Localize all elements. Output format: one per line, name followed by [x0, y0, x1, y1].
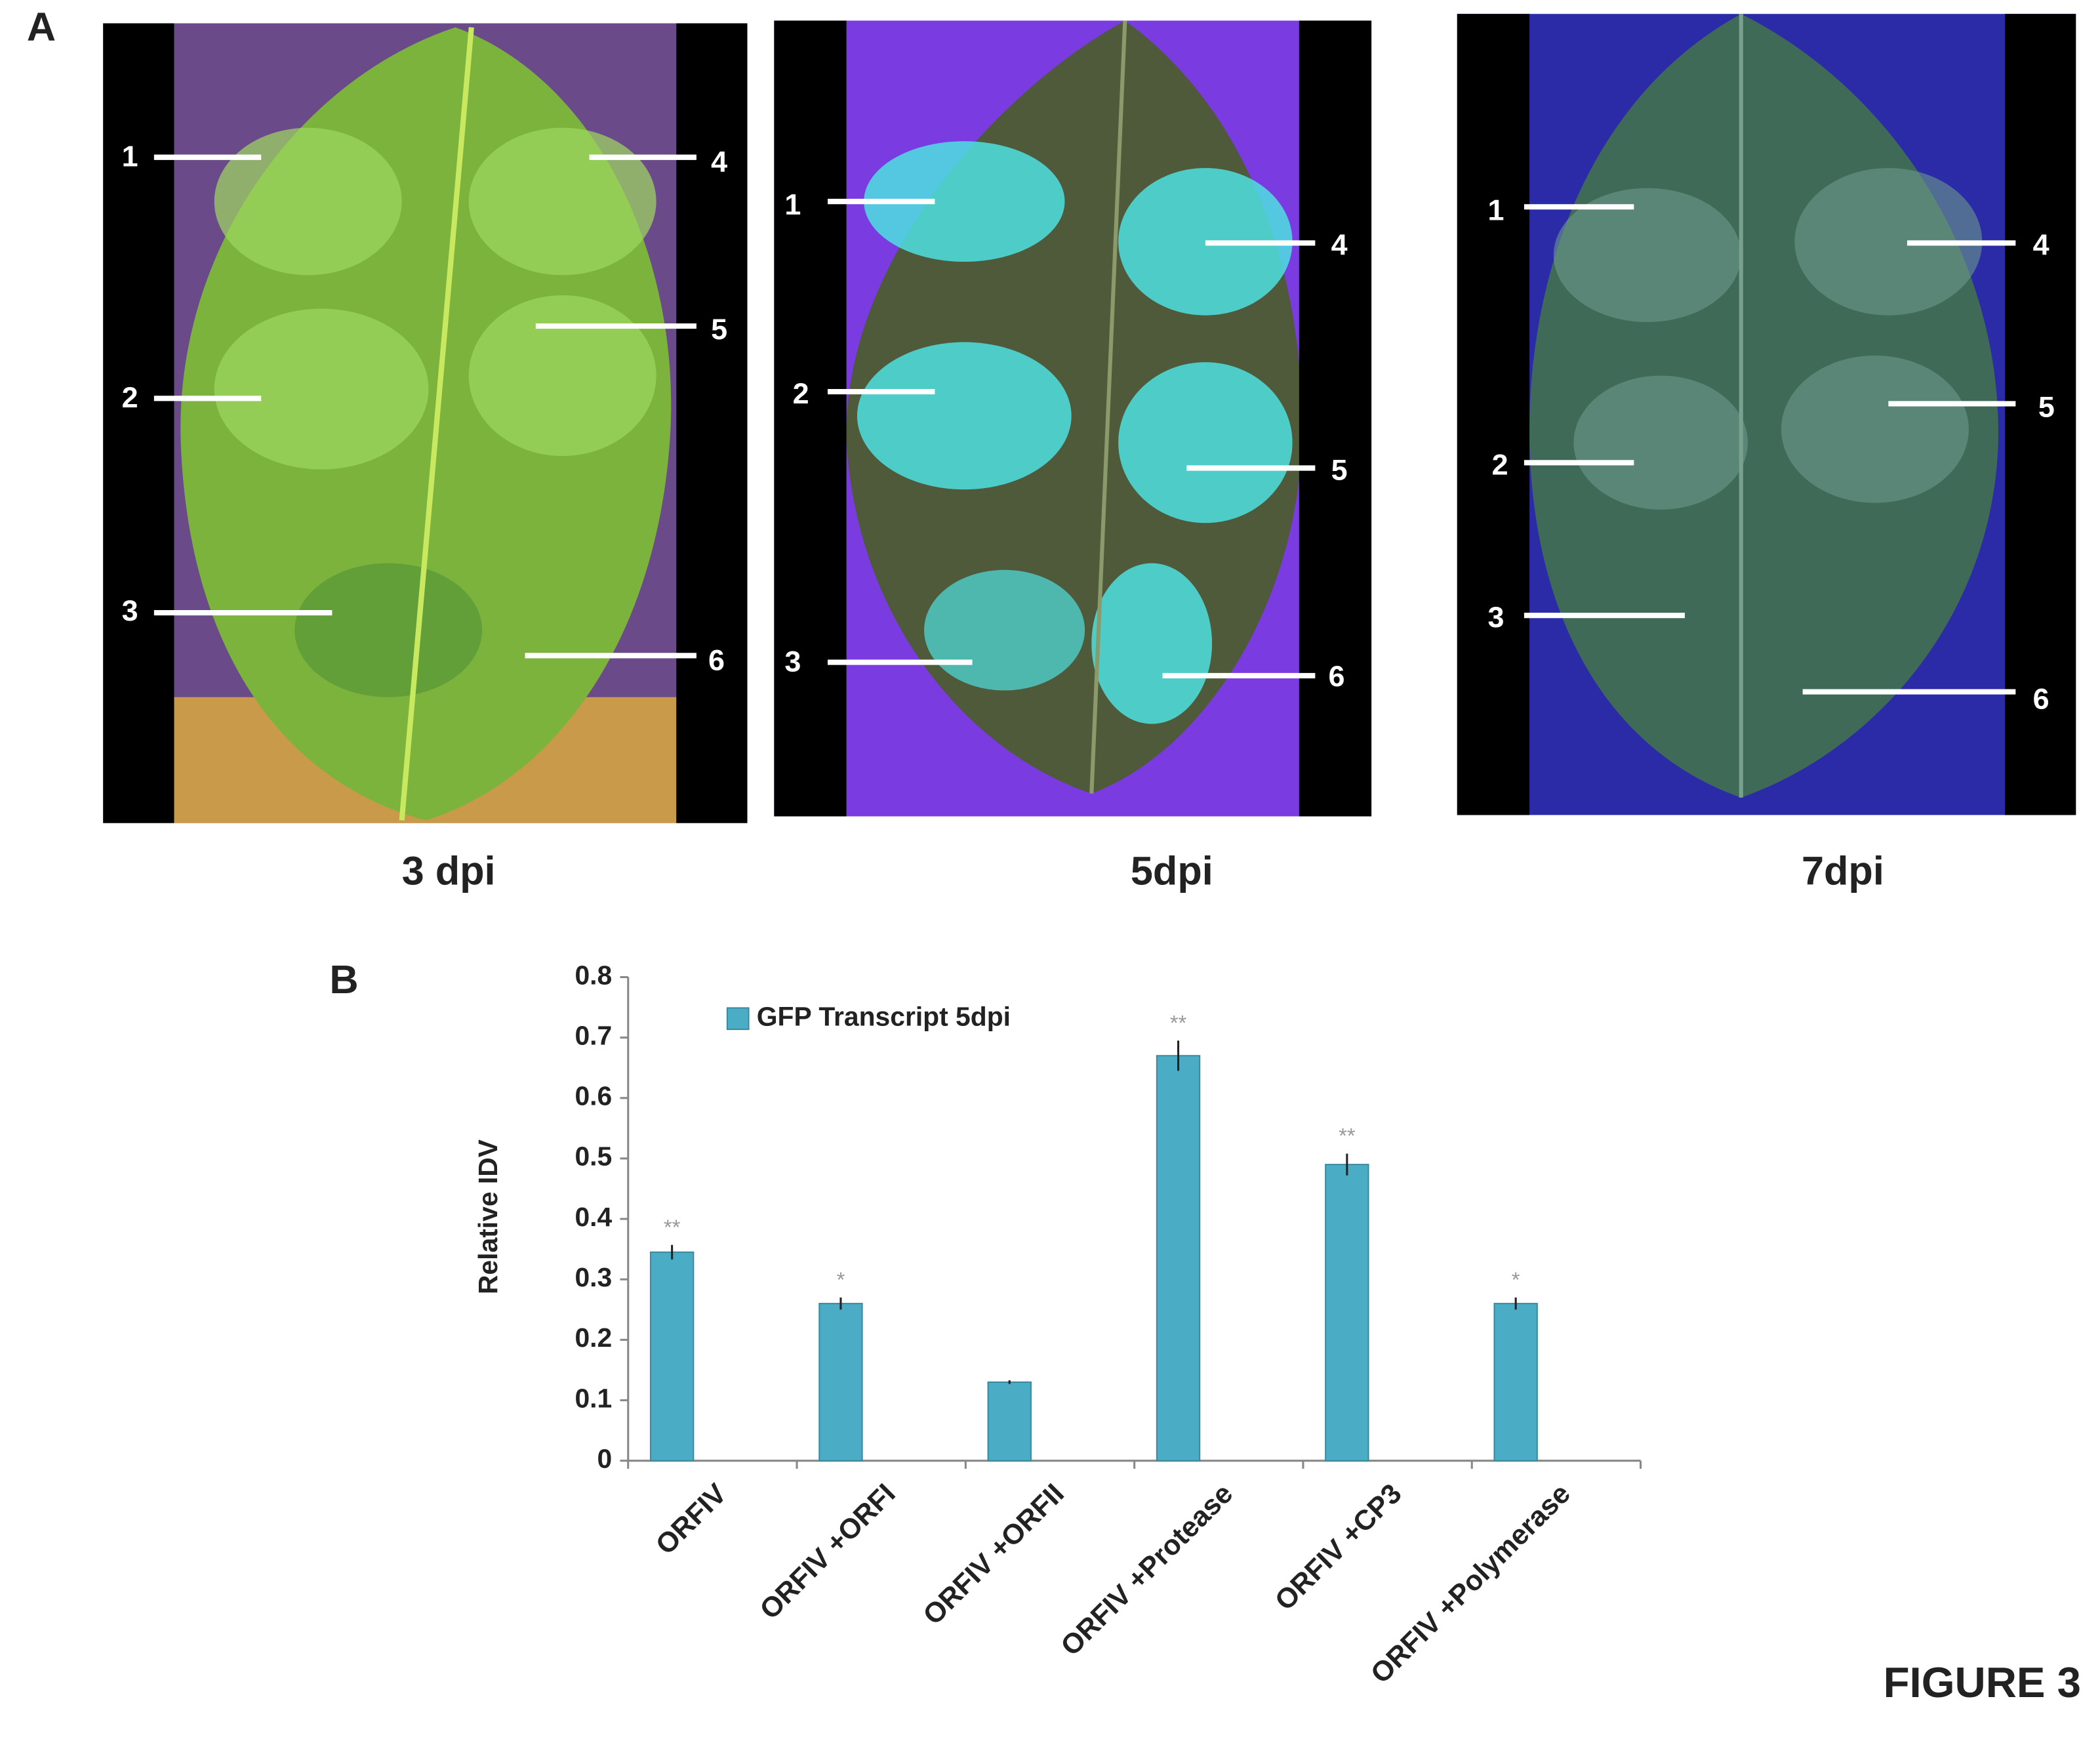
significance: * — [1512, 1267, 1520, 1292]
leaf-label: 3 — [1488, 600, 1504, 634]
leaf-label: 3 — [122, 594, 138, 627]
leaf-label: 3 — [784, 644, 801, 678]
y-tick-label: 0.5 — [575, 1141, 612, 1172]
x-tick-label: ORFIV — [650, 1477, 733, 1561]
leaf-label: 2 — [122, 380, 138, 414]
figure-label: FIGURE 3 — [1884, 1658, 2081, 1706]
photo-7dpi — [1457, 14, 2076, 815]
bar — [987, 1381, 1032, 1462]
y-tick-label: 0.6 — [575, 1081, 612, 1111]
leaf-label: 1 — [122, 140, 138, 173]
panel-caption: 3 dpi — [402, 848, 496, 893]
legend-label: GFP Transcript 5dpi — [757, 1002, 1011, 1032]
panel-label: A — [27, 5, 56, 49]
leaf-label: 5 — [1331, 453, 1348, 486]
bar — [818, 1303, 863, 1462]
bar — [1156, 1055, 1201, 1462]
leaf-label: 1 — [784, 188, 801, 221]
leaf-label: 2 — [1492, 447, 1508, 481]
leaf-label: 4 — [711, 145, 727, 178]
y-tick-label: 0.1 — [575, 1383, 612, 1413]
bar — [1325, 1164, 1369, 1462]
significance: ** — [1339, 1124, 1356, 1148]
y-tick-label: 0.8 — [575, 960, 612, 990]
y-tick-label: 0.2 — [575, 1323, 612, 1353]
panel-caption: 5dpi — [1131, 848, 1213, 893]
panel-label: B — [329, 957, 358, 1002]
y-tick-label: 0.4 — [575, 1202, 612, 1232]
bar — [649, 1251, 695, 1462]
leaf-label: 4 — [1331, 228, 1348, 261]
leaf-label: 6 — [2033, 682, 2050, 716]
legend-swatch — [726, 1007, 750, 1031]
leaf-label: 6 — [708, 643, 725, 676]
bar — [1493, 1303, 1538, 1462]
leaf-label: 5 — [2038, 390, 2055, 424]
x-tick-label: ORFIV +ORFII — [917, 1478, 1070, 1631]
leaf-label: 6 — [1329, 659, 1345, 693]
x-tick-label: ORFIV +Protease — [1055, 1478, 1239, 1662]
y-tick-label: 0.7 — [575, 1020, 612, 1050]
leaf-label: 1 — [1488, 193, 1504, 226]
x-tick-label: ORFIV +ORFI — [754, 1478, 901, 1626]
leaf-label: 5 — [711, 312, 727, 346]
significance: ** — [1170, 1010, 1187, 1035]
leaf-label: 4 — [2033, 228, 2050, 261]
significance: ** — [664, 1215, 681, 1239]
significance: * — [837, 1267, 845, 1292]
y-tick-label: 0 — [597, 1443, 613, 1473]
x-tick-label: ORFIV +CP3 — [1269, 1478, 1408, 1617]
photo-5dpi — [774, 20, 1372, 817]
panel-caption: 7dpi — [1802, 848, 1884, 893]
photo-3dpi — [103, 23, 748, 823]
y-axis-title: Relative IDV — [473, 1139, 503, 1294]
y-tick-label: 0.3 — [575, 1262, 612, 1292]
leaf-label: 2 — [793, 377, 809, 410]
